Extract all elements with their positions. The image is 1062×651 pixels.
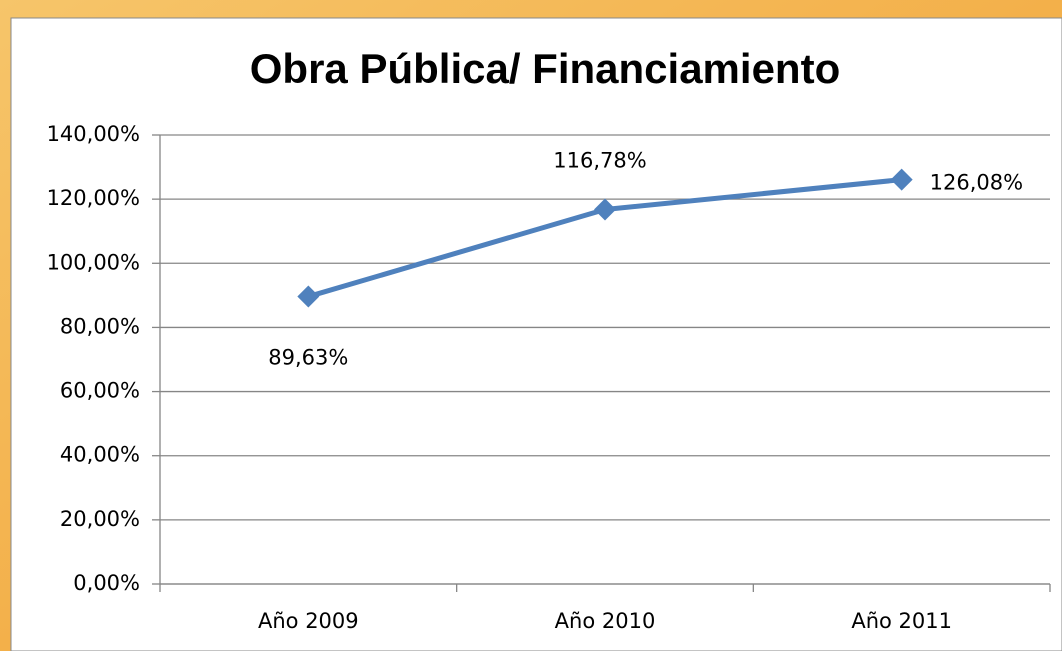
marker: [890, 168, 913, 191]
y-tick-label: 120,00%: [47, 186, 140, 210]
y-tick-label: 0,00%: [73, 571, 140, 595]
y-tick-label: 140,00%: [47, 122, 140, 146]
marker: [594, 198, 616, 221]
data-label: 116,78%: [553, 148, 646, 172]
y-tick-label: 100,00%: [47, 250, 140, 274]
chart-area: [10, 17, 1062, 651]
chart-title: Obra Pública/ Financiamiento: [250, 45, 840, 92]
data-label: 89,63%: [268, 346, 348, 370]
data-label: 126,08%: [930, 171, 1023, 195]
y-tick-label: 80,00%: [60, 314, 140, 338]
x-tick-label: Año 2009: [258, 609, 359, 633]
y-tick-label: 20,00%: [60, 507, 140, 531]
x-tick-label: Año 2011: [851, 609, 952, 633]
x-tick-label: Año 2010: [555, 609, 656, 633]
y-tick-label: 60,00%: [60, 379, 140, 403]
y-tick-label: 40,00%: [60, 443, 140, 467]
marker: [297, 285, 320, 308]
